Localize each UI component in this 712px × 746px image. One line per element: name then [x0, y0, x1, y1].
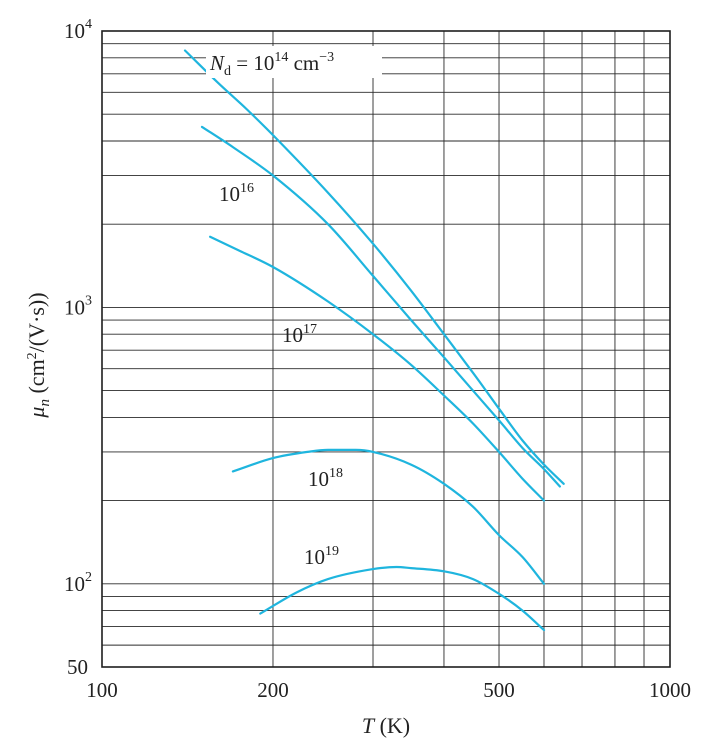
x-tick-label: 500	[483, 678, 515, 702]
series-label-backdrop	[206, 46, 382, 78]
x-axis-label: T (K)	[362, 713, 410, 738]
x-tick-label: 1000	[649, 678, 691, 702]
series-nd-1e14-label: Nd = 1014 cm−3	[209, 50, 334, 79]
x-tick-label: 100	[86, 678, 118, 702]
plot-frame	[101, 30, 671, 668]
curve-labels: Nd = 1014 cm−3 1016 1017 1018 1019	[206, 46, 382, 569]
series-nd-1e16-line	[200, 125, 561, 488]
series-nd-1e18-label: 1018	[308, 466, 343, 491]
y-axis-label: μn (cm2/(V·s))	[24, 292, 53, 418]
series-nd-1e17-line	[209, 235, 546, 502]
curves	[183, 49, 565, 632]
y-tick-label: 104	[64, 17, 92, 43]
series-nd-1e17-label: 1017	[282, 322, 317, 347]
series-nd-1e19-label: 1019	[304, 544, 339, 569]
series-nd-1e14-line	[183, 49, 565, 485]
series-nd-1e16-label: 1016	[219, 181, 254, 206]
y-tick-label: 102	[64, 570, 92, 596]
tick-labels: 100 200 500 1000 104 103 102 50	[64, 17, 691, 702]
series-nd-1e19-line	[259, 565, 546, 632]
y-tick-label: 50	[67, 655, 88, 679]
series-nd-1e18-line	[231, 448, 546, 585]
x-tick-label: 200	[257, 678, 289, 702]
grid	[102, 31, 671, 667]
y-tick-label: 103	[64, 293, 92, 319]
